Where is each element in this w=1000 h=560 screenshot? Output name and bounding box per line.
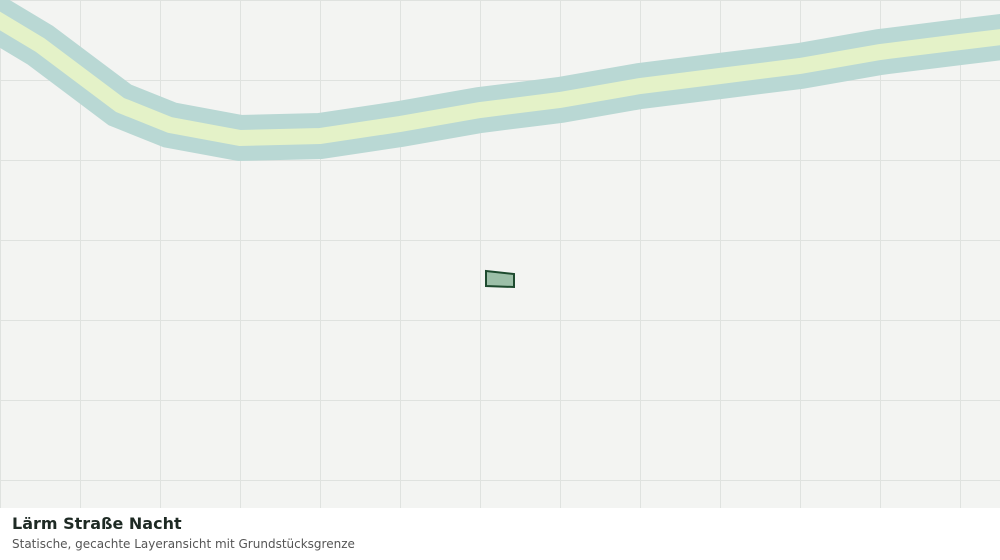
caption-panel: Lärm Straße Nacht Statische, gecachte La…: [0, 508, 1000, 560]
map-view: [0, 0, 1000, 508]
layer-subtitle: Statische, gecachte Layeransicht mit Gru…: [12, 537, 355, 551]
layer-title: Lärm Straße Nacht: [12, 514, 182, 533]
parcel-boundary: [485, 269, 515, 289]
noise-band-inner: [0, 11, 1000, 147]
